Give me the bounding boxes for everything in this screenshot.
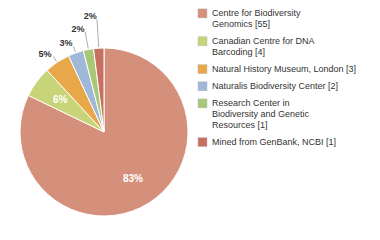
legend-label: Canadian Centre for DNABarcoding [4] — [212, 36, 315, 57]
leader-line — [73, 46, 75, 52]
data-label: 3% — [59, 38, 72, 48]
slice — [94, 48, 104, 132]
data-labels: 83%6%5%3%2%2% — [39, 11, 144, 184]
legend-swatch — [198, 82, 207, 91]
data-label: 83% — [123, 173, 143, 184]
leader-line — [53, 56, 56, 61]
legend-swatch — [198, 99, 207, 108]
legend-label: Mined from GenBank, NCBI [1] — [212, 137, 336, 147]
legend-label: Centre for BiodiversityGenomics [55] — [212, 8, 301, 29]
legend-swatch — [198, 138, 207, 147]
slices — [20, 48, 188, 216]
data-label: 2% — [84, 11, 97, 21]
leader-line — [97, 19, 99, 47]
legend-label: Naturalis Biodiversity Center [2] — [212, 81, 338, 91]
leader-line — [85, 32, 88, 49]
chart: 83%6%5%3%2%2%Centre for BiodiversityGeno… — [0, 0, 380, 240]
legend: Centre for BiodiversityGenomics [55] Cana… — [198, 8, 356, 147]
legend-swatch — [198, 65, 207, 74]
slice — [83, 49, 104, 132]
data-label: 6% — [53, 94, 68, 105]
data-label: 5% — [39, 49, 52, 59]
legend-label: Natural History Museum, London [3] — [212, 64, 356, 74]
slice — [20, 48, 188, 216]
data-label: 2% — [72, 24, 85, 34]
legend-swatch — [198, 37, 207, 46]
legend-label: Research Center inBiodiversity and Genet… — [212, 98, 310, 130]
legend-swatch — [198, 9, 207, 18]
